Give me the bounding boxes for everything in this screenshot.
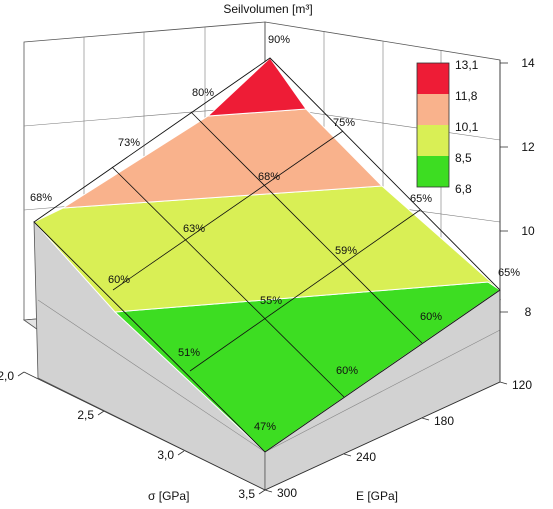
surface-grid-line <box>190 111 423 344</box>
legend-label: 13,1 <box>455 58 479 72</box>
legend-label: 6,8 <box>455 182 472 196</box>
x-axis-ticks: 120 180 240 300 <box>264 378 532 500</box>
legend-swatch <box>417 156 449 187</box>
legend-swatch <box>417 63 449 94</box>
point-label: 80% <box>192 87 214 99</box>
x-tick-mark <box>343 453 352 457</box>
point-label: 73% <box>118 137 140 149</box>
y-tick-mark <box>177 450 185 456</box>
z-tick-label: 14 <box>521 56 535 70</box>
x-tick-label: 240 <box>356 450 376 464</box>
x-tick-label: 300 <box>277 486 297 500</box>
point-label: 63% <box>183 223 205 235</box>
surface-band-red <box>206 57 307 117</box>
point-label: 75% <box>333 117 355 129</box>
legend-label: 11,8 <box>455 89 478 103</box>
y-tick-mark <box>97 410 105 416</box>
z-axis-ticks: 8 10 12 14 <box>500 56 535 319</box>
y-tick-label: 2,5 <box>77 408 94 422</box>
legend-label: 10,1 <box>455 120 479 134</box>
x-tick-label: 120 <box>512 378 532 392</box>
y-axis-label: σ [GPa] <box>148 489 189 503</box>
surface-grid-line <box>111 166 345 398</box>
y-axis-line <box>23 371 266 491</box>
grid-line <box>264 329 501 453</box>
legend-swatch <box>417 125 449 156</box>
surface-grid-line <box>112 130 344 291</box>
point-label: 68% <box>258 171 280 183</box>
point-label: 68% <box>30 192 52 204</box>
point-label: 90% <box>268 34 290 46</box>
z-tick-label: 12 <box>521 140 535 154</box>
surface <box>33 57 501 453</box>
grid-line <box>37 299 266 453</box>
legend-swatch <box>417 94 449 125</box>
point-label: 65% <box>498 267 520 279</box>
point-label: 51% <box>178 347 200 359</box>
y-axis-ticks: 2,0 2,5 3,0 3,5 <box>0 369 266 501</box>
z-tick-label: 10 <box>521 224 535 238</box>
x-tick-mark <box>499 381 508 385</box>
x-tick-mark <box>421 417 430 421</box>
y-tick-label: 2,0 <box>0 369 14 383</box>
x-tick-label: 180 <box>434 414 454 428</box>
point-label: 60% <box>420 311 442 323</box>
point-label: 55% <box>260 295 282 307</box>
y-tick-mark <box>17 371 25 377</box>
point-label: 60% <box>108 274 130 286</box>
point-label: 59% <box>335 245 357 257</box>
legend: 13,1 11,8 10,1 8,5 6,8 <box>416 58 479 196</box>
x-axis-line <box>264 381 501 491</box>
point-label: 60% <box>336 365 358 377</box>
y-tick-label: 3,0 <box>157 448 174 462</box>
legend-label: 8,5 <box>455 151 472 165</box>
y-tick-mark <box>258 489 266 495</box>
point-label: 47% <box>254 421 276 433</box>
x-axis-label: E [GPa] <box>356 489 398 503</box>
point-labels: 90% 75% 65% 65% 80% 68% 59% 60% 73% 63% 55% 60% 68% 6… <box>30 34 520 433</box>
chart-title: Seilvolumen [m³] <box>223 2 312 16</box>
y-tick-label: 3,5 <box>238 487 255 501</box>
surface-grid-line <box>189 209 421 372</box>
legend-frame <box>416 62 450 188</box>
point-label: 65% <box>410 193 432 205</box>
x-tick-mark <box>264 489 273 493</box>
z-tick-label: 8 <box>525 305 532 319</box>
